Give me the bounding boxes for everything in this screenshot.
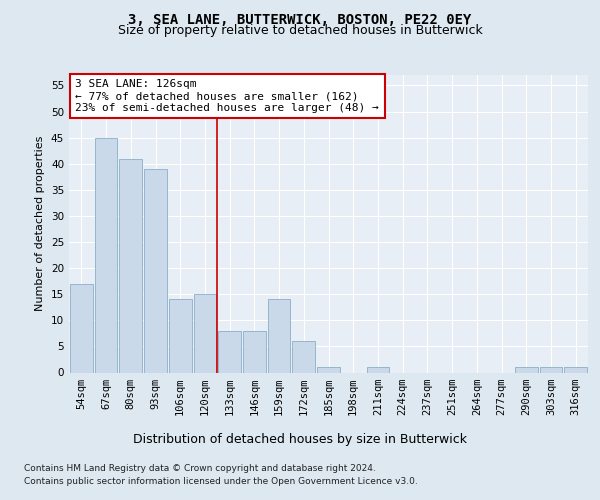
- Bar: [243, 330, 266, 372]
- Text: Contains HM Land Registry data © Crown copyright and database right 2024.: Contains HM Land Registry data © Crown c…: [24, 464, 376, 473]
- Bar: [367, 368, 389, 372]
- Bar: [292, 341, 315, 372]
- Bar: [95, 138, 118, 372]
- Bar: [218, 330, 241, 372]
- Text: Distribution of detached houses by size in Butterwick: Distribution of detached houses by size …: [133, 432, 467, 446]
- Bar: [144, 169, 167, 372]
- Y-axis label: Number of detached properties: Number of detached properties: [35, 136, 46, 312]
- Bar: [317, 368, 340, 372]
- Bar: [70, 284, 93, 372]
- Text: Contains public sector information licensed under the Open Government Licence v3: Contains public sector information licen…: [24, 477, 418, 486]
- Bar: [539, 368, 562, 372]
- Bar: [515, 368, 538, 372]
- Text: Size of property relative to detached houses in Butterwick: Size of property relative to detached ho…: [118, 24, 482, 37]
- Bar: [119, 158, 142, 372]
- Bar: [268, 300, 290, 372]
- Text: 3 SEA LANE: 126sqm
← 77% of detached houses are smaller (162)
23% of semi-detach: 3 SEA LANE: 126sqm ← 77% of detached hou…: [75, 80, 379, 112]
- Bar: [169, 300, 191, 372]
- Bar: [564, 368, 587, 372]
- Bar: [194, 294, 216, 372]
- Text: 3, SEA LANE, BUTTERWICK, BOSTON, PE22 0EY: 3, SEA LANE, BUTTERWICK, BOSTON, PE22 0E…: [128, 12, 472, 26]
